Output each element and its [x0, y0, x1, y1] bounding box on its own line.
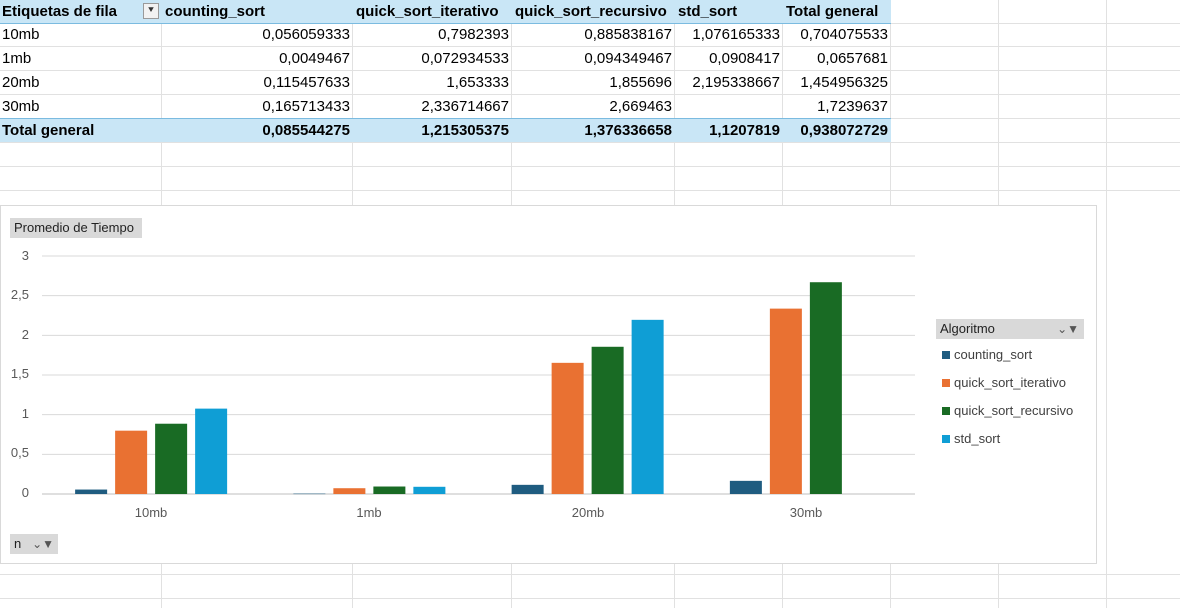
grid-line: [0, 46, 1180, 47]
grid-line: [0, 94, 1180, 95]
value-cell[interactable]: 1,7239637: [817, 98, 888, 115]
bar-quick_sort_recursivo-10mb[interactable]: [155, 423, 188, 494]
value-cell[interactable]: 2,195338667: [692, 74, 780, 91]
bar-counting_sort-20mb[interactable]: [511, 484, 544, 494]
pivot-total-row: Total general 0,085544275 1,215305375 1,…: [0, 118, 891, 142]
y-tick-label: 1: [21, 406, 29, 421]
value-cell[interactable]: 1,076165333: [692, 26, 780, 43]
row-label[interactable]: 10mb: [2, 26, 40, 43]
bar-std_sort-20mb[interactable]: [631, 319, 664, 494]
bar-quick_sort_iterativo-10mb[interactable]: [115, 430, 148, 494]
value-cell[interactable]: 1,855696: [609, 74, 672, 91]
grid-line: [0, 142, 1180, 143]
row-label[interactable]: 20mb: [2, 74, 40, 91]
grid-line: [0, 190, 1180, 191]
row-label[interactable]: 1mb: [2, 50, 32, 67]
bar-quick_sort_recursivo-20mb[interactable]: [591, 346, 624, 494]
value-cell[interactable]: 1,454956325: [800, 74, 888, 91]
pivot-chart[interactable]: Promedio de Tiempo 3 2,5 2 1,5 1 0,5 0 1…: [0, 205, 1097, 564]
axis-field-button[interactable]: n ⌄▼: [10, 534, 58, 554]
grid-line: [0, 574, 1180, 575]
row-filter-icon[interactable]: ⯆: [143, 3, 159, 19]
bar-quick_sort_iterativo-20mb[interactable]: [551, 362, 584, 494]
value-field-button[interactable]: Promedio de Tiempo: [10, 218, 142, 238]
total-cell[interactable]: 1,215305375: [421, 122, 509, 139]
y-tick-label: 3: [21, 248, 29, 263]
bar-counting_sort-10mb[interactable]: [75, 489, 108, 494]
legend-swatch: [942, 379, 950, 387]
bar-std_sort-1mb[interactable]: [413, 486, 446, 494]
value-cell[interactable]: 2,669463: [609, 98, 672, 115]
total-cell[interactable]: 1,1207819: [709, 122, 780, 139]
column-header[interactable]: std_sort: [678, 3, 738, 20]
bar-std_sort-10mb[interactable]: [195, 408, 228, 494]
legend-swatch: [942, 407, 950, 415]
y-tick-label: 0,5: [10, 445, 29, 460]
pivot-row: 1mb 0,0049467 0,072934533 0,094349467 0,…: [0, 47, 891, 70]
column-header[interactable]: counting_sort: [165, 3, 265, 20]
value-cell[interactable]: 1,653333: [446, 74, 509, 91]
value-cell[interactable]: 0,0908417: [709, 50, 780, 67]
value-cell[interactable]: 0,7982393: [438, 26, 509, 43]
grid-line: [1106, 0, 1107, 608]
bar-quick_sort_iterativo-30mb[interactable]: [769, 308, 802, 494]
total-label[interactable]: Total general: [2, 122, 95, 139]
axis-field-label: n: [14, 536, 22, 551]
legend-label: std_sort: [954, 431, 1001, 446]
pivot-row: 20mb 0,115457633 1,653333 1,855696 2,195…: [0, 71, 891, 94]
column-header[interactable]: quick_sort_iterativo: [356, 3, 499, 20]
column-header[interactable]: quick_sort_recursivo: [515, 3, 667, 20]
x-category-label: 30mb: [789, 505, 823, 520]
y-tick-label: 0: [21, 485, 29, 500]
x-category-label: 20mb: [571, 505, 605, 520]
bar-quick_sort_iterativo-1mb[interactable]: [333, 488, 366, 494]
grid-line: [0, 166, 1180, 167]
value-cell[interactable]: 0,704075533: [800, 26, 888, 43]
row-labels-header[interactable]: Etiquetas de fila: [2, 3, 118, 20]
legend-field-label: Algoritmo: [940, 321, 995, 336]
row-label[interactable]: 30mb: [2, 98, 40, 115]
y-tick-label: 2,5: [10, 287, 29, 302]
filter-icon[interactable]: ⌄▼: [32, 537, 54, 551]
legend-label: quick_sort_iterativo: [954, 375, 1066, 390]
bar-counting_sort-1mb[interactable]: [293, 493, 326, 495]
pivot-header-row: Etiquetas de fila ⯆ counting_sort quick_…: [0, 0, 891, 24]
column-header[interactable]: Total general: [786, 3, 879, 20]
value-cell[interactable]: 0,115457633: [263, 74, 350, 91]
x-category-label: 10mb: [134, 505, 168, 520]
value-cell[interactable]: 0,072934533: [421, 50, 509, 67]
legend-field-button[interactable]: Algoritmo ⌄▼: [936, 319, 1084, 339]
total-cell[interactable]: 1,376336658: [584, 122, 672, 139]
grid-line: [0, 598, 1180, 599]
value-cell[interactable]: 0,885838167: [584, 26, 672, 43]
y-tick-label: 2: [21, 327, 29, 342]
value-cell[interactable]: 0,0657681: [817, 50, 888, 67]
filter-icon[interactable]: ⌄▼: [1057, 322, 1079, 336]
legend-label: quick_sort_recursivo: [954, 403, 1074, 418]
legend-label: counting_sort: [954, 347, 1033, 362]
grid-line: [0, 70, 1180, 71]
y-tick-label: 1,5: [10, 366, 29, 381]
pivot-row: 10mb 0,056059333 0,7982393 0,885838167 1…: [0, 23, 891, 46]
total-cell[interactable]: 0,938072729: [800, 122, 888, 139]
total-cell[interactable]: 0,085544275: [262, 122, 350, 139]
legend-swatch: [942, 351, 950, 359]
legend-swatch: [942, 435, 950, 443]
x-category-label: 1mb: [356, 505, 382, 520]
value-cell[interactable]: 2,336714667: [421, 98, 509, 115]
pivot-row: 30mb 0,165713433 2,336714667 2,669463 1,…: [0, 95, 891, 118]
value-cell[interactable]: 0,165713433: [262, 98, 350, 115]
value-cell[interactable]: [674, 95, 782, 118]
value-cell[interactable]: 0,0049467: [279, 50, 350, 67]
bar-quick_sort_recursivo-1mb[interactable]: [373, 486, 406, 494]
bar-quick_sort_recursivo-30mb[interactable]: [809, 282, 842, 494]
chart-plot-area: [42, 255, 915, 495]
value-cell[interactable]: 0,094349467: [584, 50, 672, 67]
bar-counting_sort-30mb[interactable]: [729, 480, 762, 494]
value-cell[interactable]: 0,056059333: [262, 26, 350, 43]
